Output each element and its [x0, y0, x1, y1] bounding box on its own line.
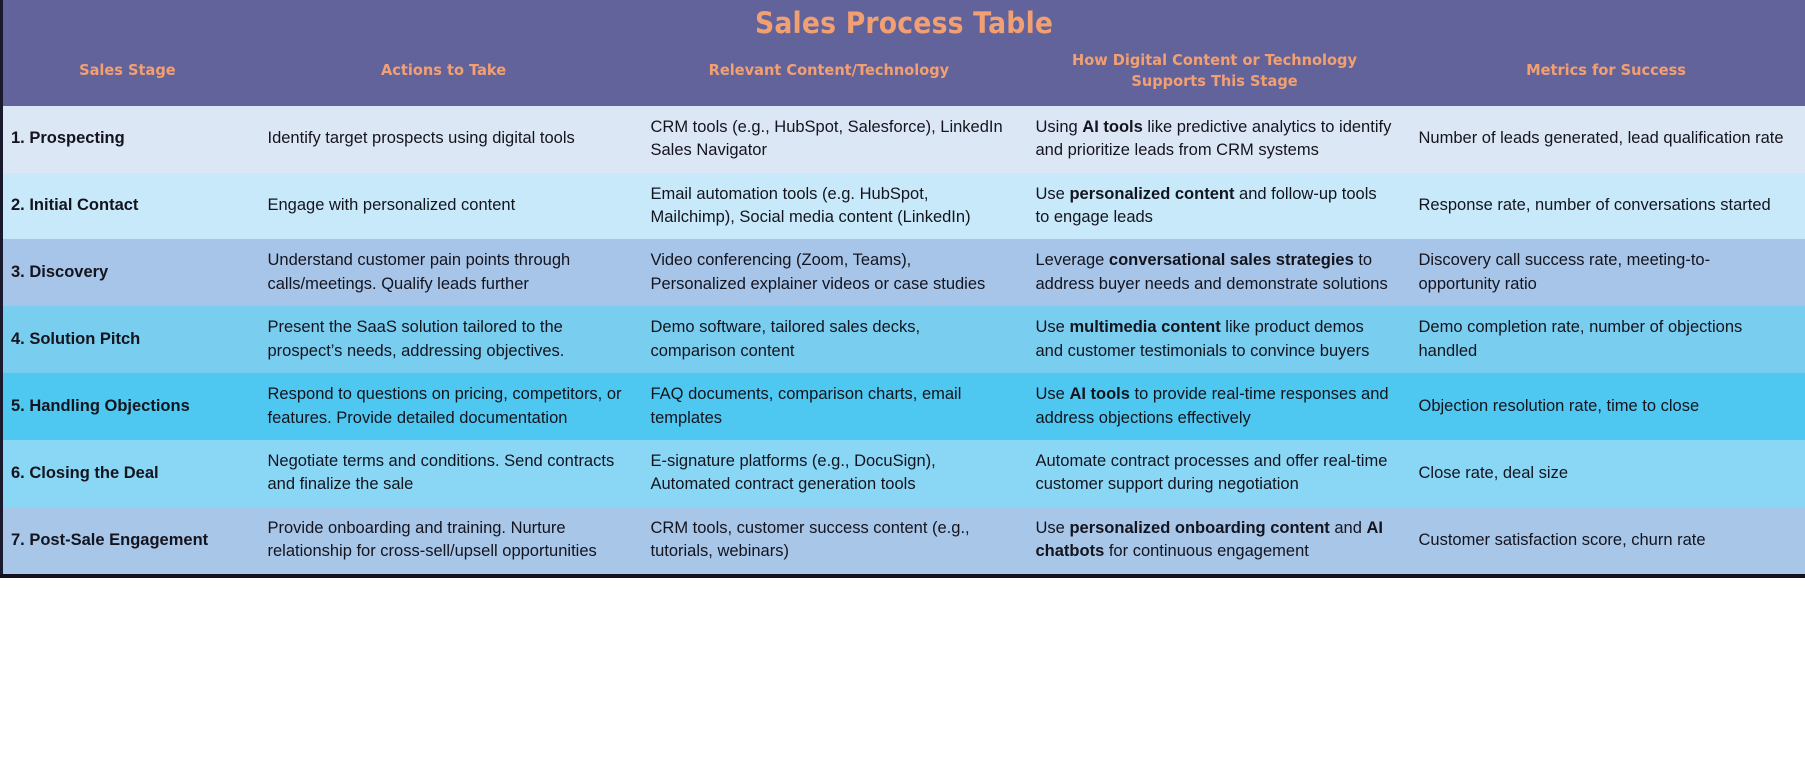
cell-sales-stage: 2. Initial Contact [11, 196, 139, 215]
column-header-metrics-for-success-label: Metrics for Success [1525, 61, 1686, 80]
cell-relevant-content: Demo software, tailored sales decks, com… [650, 318, 921, 360]
cell-relevant-content: Email automation tools (e.g. HubSpot, Ma… [650, 184, 971, 226]
table-header: Sales Process Table Sales Stage Actions … [1, 0, 1805, 106]
cell-support-description: Use AI tools to provide real-time respon… [1035, 385, 1389, 427]
cell-sales-stage: 1. Prospecting [11, 129, 125, 148]
cell-actions-to-take: Negotiate terms and conditions. Send con… [267, 451, 615, 494]
column-header-how-digital-content-supports[interactable]: How Digital Content or Technology Suppor… [1021, 43, 1407, 106]
column-header-relevant-content-technology[interactable]: Relevant Content/Technology [636, 43, 1022, 106]
table-title-cell: Sales Process Table [1, 0, 1805, 44]
cell-relevant-content: FAQ documents, comparison charts, email … [650, 385, 962, 427]
table-row[interactable]: 6. Closing the Deal Negotiate terms and c… [1, 439, 1805, 507]
cell-actions-to-take: Understand customer pain points through … [267, 251, 571, 293]
page-title: Sales Process Table [754, 6, 1054, 40]
table-row[interactable]: 1. Prospecting Identify target prospects … [1, 105, 1805, 173]
table-title-row: Sales Process Table [1, 0, 1805, 44]
table-column-header-row: Sales Stage Actions to Take Relevant Con… [1, 43, 1805, 106]
column-header-relevant-content-technology-label: Relevant Content/Technology [708, 61, 950, 80]
cell-actions-to-take: Respond to questions on pricing, competi… [267, 385, 622, 427]
cell-relevant-content: Video conferencing (Zoom, Teams), Person… [650, 251, 986, 293]
table-row[interactable]: 3. Discovery Understand customer pain poi… [1, 239, 1805, 307]
cell-actions-to-take: Engage with personalized content [267, 196, 516, 215]
cell-support-description: Leverage conversational sales strategies… [1035, 251, 1388, 293]
cell-metrics: Close rate, deal size [1418, 463, 1569, 482]
column-header-actions-to-take-label: Actions to Take [381, 61, 507, 80]
table-row[interactable]: 4. Solution Pitch Present the SaaS soluti… [1, 306, 1805, 374]
table-row[interactable]: 2. Initial Contact Engage with personaliz… [1, 172, 1805, 240]
cell-metrics: Number of leads generated, lead qualific… [1418, 129, 1784, 148]
cell-sales-stage: 7. Post-Sale Engagement [11, 530, 209, 549]
cell-support-description: Automate contract processes and offer re… [1035, 451, 1388, 494]
sales-process-table: Sales Process Table Sales Stage Actions … [0, 0, 1805, 578]
cell-actions-to-take: Present the SaaS solution tailored to th… [267, 318, 565, 360]
cell-actions-to-take: Provide onboarding and training. Nurture… [267, 518, 597, 561]
cell-relevant-content: CRM tools (e.g., HubSpot, Salesforce), L… [650, 117, 1003, 160]
cell-relevant-content: CRM tools, customer success content (e.g… [650, 518, 970, 561]
cell-metrics: Customer satisfaction score, churn rate [1418, 530, 1706, 549]
column-header-how-digital-content-supports-label: How Digital Content or Technology Suppor… [1071, 50, 1357, 90]
table-row[interactable]: 7. Post-Sale Engagement Provide onboardin… [1, 506, 1805, 576]
table-row[interactable]: 5. Handling Objections Respond to questio… [1, 373, 1805, 440]
cell-support-description: Using AI tools like predictive analytics… [1035, 117, 1392, 160]
cell-metrics: Objection resolution rate, time to close [1418, 396, 1700, 415]
cell-support-description: Use multimedia content like product demo… [1035, 318, 1370, 360]
column-header-actions-to-take[interactable]: Actions to Take [251, 43, 637, 106]
cell-metrics: Discovery call success rate, meeting-to-… [1418, 251, 1711, 293]
column-header-sales-stage-label: Sales Stage [78, 61, 176, 80]
column-header-sales-stage[interactable]: Sales Stage [1, 43, 252, 106]
table-body: 1. Prospecting Identify target prospects … [1, 105, 1805, 576]
column-header-metrics-for-success[interactable]: Metrics for Success [1406, 43, 1805, 106]
cell-metrics: Demo completion rate, number of objectio… [1418, 318, 1743, 360]
cell-support-description: Use personalized content and follow-up t… [1035, 184, 1377, 226]
cell-sales-stage: 5. Handling Objections [11, 396, 190, 415]
cell-metrics: Response rate, number of conversations s… [1418, 196, 1771, 215]
cell-sales-stage: 6. Closing the Deal [11, 463, 159, 482]
cell-actions-to-take: Identify target prospects using digital … [267, 129, 575, 148]
cell-sales-stage: 3. Discovery [11, 263, 109, 282]
cell-relevant-content: E-signature platforms (e.g., DocuSign), … [650, 451, 936, 494]
cell-support-description: Use personalized onboarding content and … [1035, 518, 1383, 561]
cell-sales-stage: 4. Solution Pitch [11, 329, 141, 348]
